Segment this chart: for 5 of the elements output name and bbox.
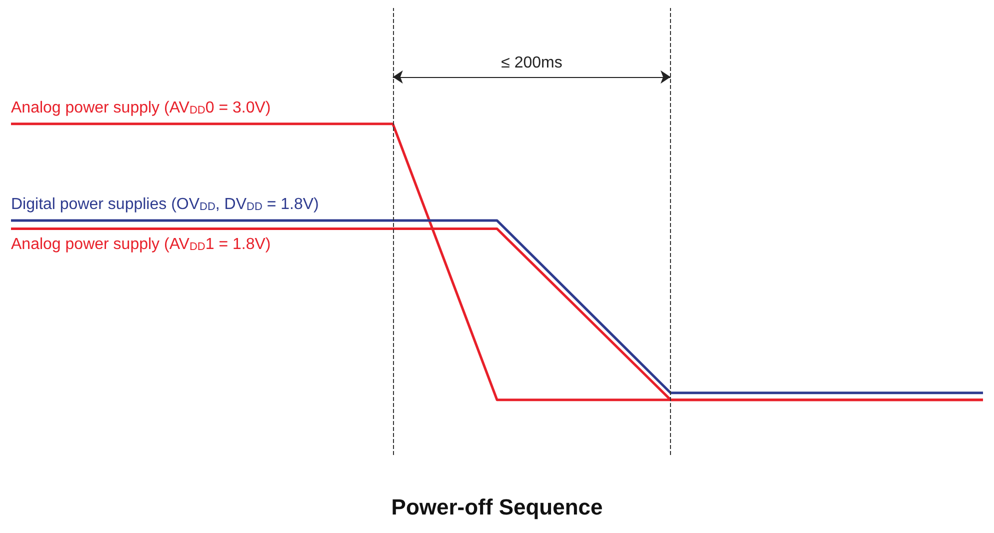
series-label: Analog power supply (AVDD0 = 3.0V) [11,99,271,116]
series-label: Digital power supplies (OVDD, DVDD = 1.8V) [11,196,319,213]
text: ≤ 200ms [501,54,562,72]
text: Power-off Sequence [391,494,603,520]
series-label: Analog power supply (AVDD1 = 1.8V) [11,236,271,254]
